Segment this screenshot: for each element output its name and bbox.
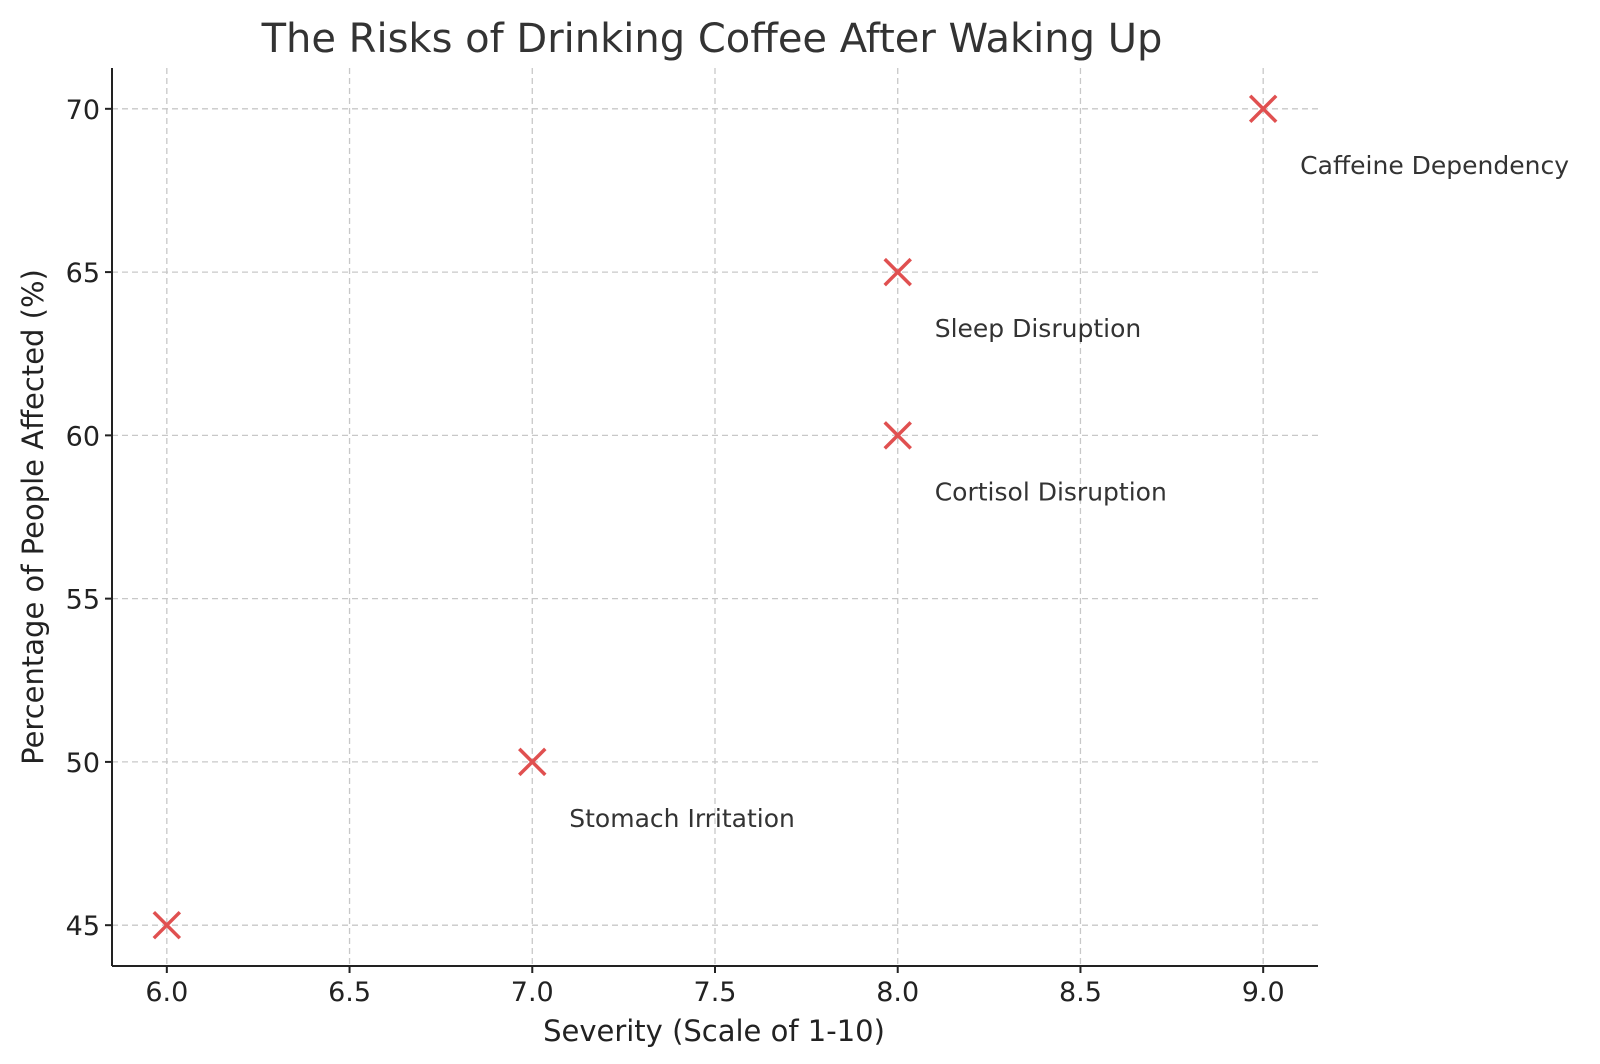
y-tick-label: 50 <box>66 748 100 779</box>
y-tick-label: 70 <box>66 95 100 126</box>
data-point-marker <box>518 747 547 777</box>
marker-stroke <box>883 421 912 450</box>
data-points <box>152 94 1278 940</box>
y-axis-label: Percentage of People Affected (%) <box>16 269 50 765</box>
grid <box>112 68 1318 966</box>
point-annotation: Cortisol Disruption <box>935 477 1167 506</box>
y-tick-label: 65 <box>66 258 100 289</box>
data-point-marker <box>883 257 912 287</box>
data-point-marker <box>883 421 912 450</box>
data-point-marker <box>1248 94 1278 124</box>
ticks: 6.0 6.5 7.0 7.5 8.0 8.5 9.0 45 50 55 60 65 70 <box>66 95 1285 1008</box>
point-annotation: Sleep Disruption <box>935 314 1142 343</box>
point-annotations: Stomach Irritation Cortisol Disruption Sle… <box>569 151 1569 833</box>
x-tick-label: 8.0 <box>876 977 919 1008</box>
chart-title: The Risks of Drinking Coffee After Wakin… <box>261 16 1163 62</box>
marker-stroke <box>1248 94 1278 124</box>
y-tick-label: 45 <box>66 911 100 942</box>
marker-stroke <box>518 747 547 777</box>
y-tick-label: 60 <box>66 421 100 452</box>
x-tick-label: 6.5 <box>328 977 371 1008</box>
x-tick-label: 8.5 <box>1059 977 1102 1008</box>
data-point-marker <box>152 910 182 940</box>
x-tick-label: 9.0 <box>1242 977 1285 1008</box>
y-tick-label: 55 <box>66 585 100 616</box>
x-tick-label: 7.0 <box>511 977 554 1008</box>
x-tick-label: 6.0 <box>145 977 188 1008</box>
marker-stroke <box>883 257 912 287</box>
point-annotation: Stomach Irritation <box>569 804 795 833</box>
x-tick-label: 7.5 <box>694 977 737 1008</box>
x-axis-label: Severity (Scale of 1-10) <box>543 1014 885 1048</box>
point-annotation: Caffeine Dependency <box>1300 151 1569 180</box>
marker-stroke <box>152 910 182 940</box>
